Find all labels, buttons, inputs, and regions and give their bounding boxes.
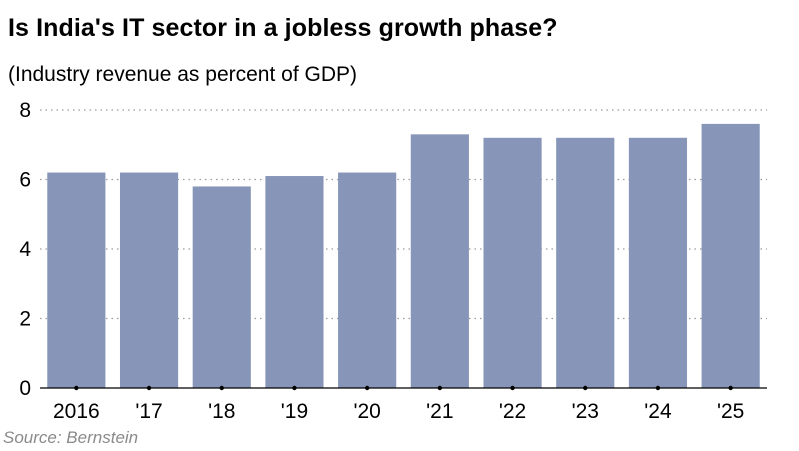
bar [192, 186, 251, 388]
source-note: Source: Bernstein [3, 428, 139, 447]
x-tick-label: '21 [426, 400, 453, 423]
y-tick-label: 2 [19, 308, 31, 331]
x-tick-label: '17 [135, 400, 162, 423]
y-axis-ticks: 0 2 4 6 8 [19, 99, 31, 400]
bars [47, 123, 760, 389]
x-tick-label: '23 [572, 400, 599, 423]
bar [628, 137, 688, 388]
x-tick-mark [510, 385, 515, 391]
x-tick-mark [74, 385, 79, 391]
bar [410, 134, 469, 388]
x-tick-label: 2016 [53, 400, 100, 423]
x-tick-mark [292, 385, 297, 391]
x-tick-mark [728, 385, 733, 391]
x-tick-label: '22 [499, 400, 526, 423]
x-tick-mark [364, 385, 370, 391]
chart-subtitle: (Industry revenue as percent of GDP) [8, 63, 357, 86]
x-tick-mark [655, 385, 661, 391]
bar [119, 172, 179, 388]
x-tick-label: '24 [644, 400, 672, 423]
x-tick-label: '18 [208, 400, 235, 423]
x-tick-mark [583, 385, 588, 391]
y-tick-label: 6 [19, 169, 31, 192]
bar [556, 137, 615, 388]
bar [47, 172, 106, 388]
y-tick-label: 4 [19, 238, 31, 261]
x-tick-mark [146, 385, 152, 391]
y-tick-label: 0 [19, 377, 31, 400]
x-axis-ticks: 2016 '17 '18 '19 '20 '21 '22 '23 '24 '25 [40, 385, 767, 423]
x-tick-label: '19 [281, 400, 308, 423]
x-tick-mark [219, 385, 224, 391]
x-tick-label: '25 [717, 400, 744, 423]
x-tick-mark [437, 385, 443, 391]
bar [265, 176, 324, 388]
chart-title: Is India's IT sector in a jobless growth… [8, 14, 558, 42]
bar [338, 172, 397, 388]
bar [483, 137, 542, 388]
x-tick-label: '20 [353, 400, 380, 423]
y-tick-label: 8 [19, 99, 31, 122]
bar [701, 123, 760, 389]
